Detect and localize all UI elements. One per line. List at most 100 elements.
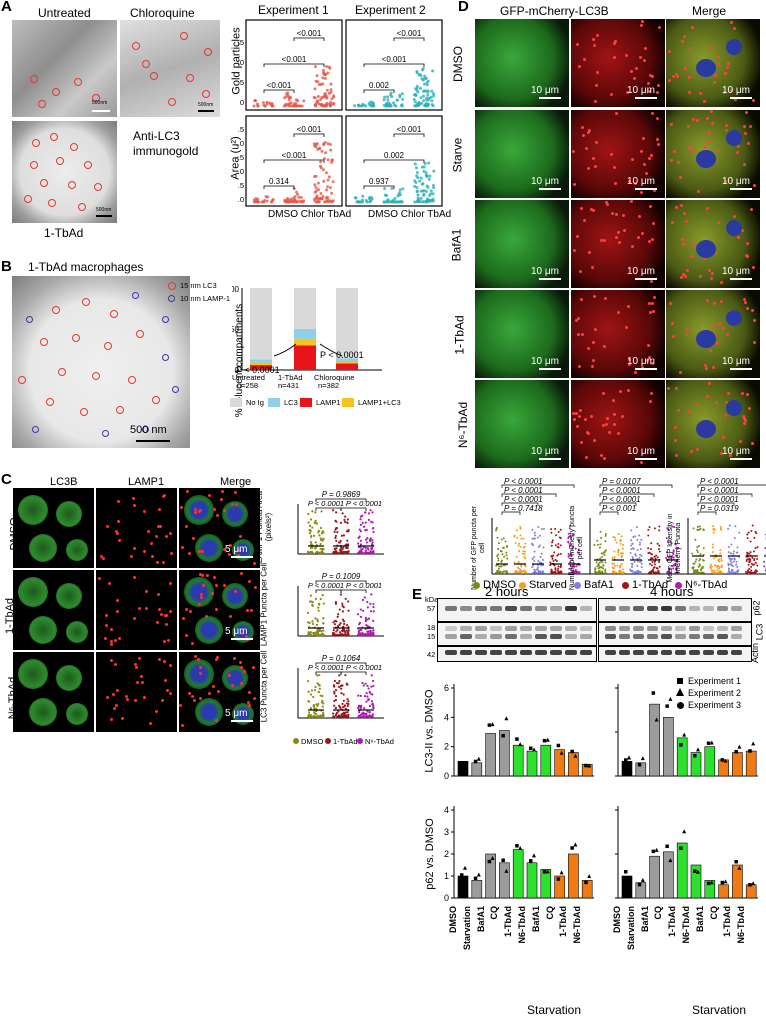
panel-c-letter: C: [1, 471, 12, 488]
bar-segment: [336, 363, 358, 370]
blot-band: [460, 606, 472, 611]
scatter-point: [430, 99, 434, 103]
blot-band: [647, 650, 658, 655]
e-xtick-label: 1-TbAd: [722, 906, 733, 937]
scatter-point: [314, 189, 318, 193]
scatter-point: [322, 179, 326, 183]
scatter-point: [318, 147, 322, 151]
scatter-point: [270, 104, 274, 108]
scatter-point: [401, 97, 405, 101]
blot-band: [535, 606, 547, 611]
svg-text:5: 5: [240, 78, 244, 87]
e-xtick-label: BafA1: [639, 906, 650, 933]
d-confocal-image: 10 μm: [571, 290, 665, 378]
scatter-point: [398, 188, 402, 192]
e-bar: [457, 761, 469, 777]
d-confocal-image: 10 μm: [475, 200, 569, 288]
scatter-point: [419, 196, 423, 200]
scatter-point: [423, 74, 427, 78]
scatter-point: [314, 200, 318, 204]
blot-band: [675, 606, 686, 611]
blot-band: [647, 634, 658, 639]
scatter-point: [266, 195, 270, 199]
blot-band: [475, 606, 487, 611]
blot-band: [619, 650, 630, 655]
scatter-point: [400, 103, 404, 107]
scatter-point: [329, 88, 333, 92]
scatter-point: [398, 193, 402, 197]
scatter-point: [431, 192, 435, 196]
scatter-point: [324, 151, 328, 155]
scatter-point: [356, 200, 360, 204]
scatter-point: [323, 92, 327, 96]
d-plot-ylabel: Mean GFP Intensity in mCherry Puncta: [667, 513, 682, 583]
scatter-point: [263, 104, 267, 108]
c-col-lamp1: LAMP1: [128, 476, 165, 488]
blot-band: [619, 626, 630, 631]
e-mw-42: 42: [427, 650, 436, 659]
em-scalebar-label-3: 500nm: [96, 207, 112, 213]
confocal-image: 5 μm: [179, 570, 260, 650]
scatter-point: [390, 186, 394, 190]
svg-text:1: 1: [444, 871, 449, 881]
e-4h: 4 hours: [650, 584, 694, 599]
scatter-point: [289, 197, 293, 201]
scatter-point: [261, 101, 265, 105]
scatter-point: [325, 64, 329, 68]
e-legend-exp3: Experiment 3: [688, 700, 742, 710]
blot-band: [535, 650, 547, 655]
scatter-point: [261, 200, 265, 204]
b-legend-lc3: 15 nm LC3: [180, 281, 217, 290]
blot-band: [633, 626, 644, 631]
e-label-actin: Actin: [750, 642, 761, 664]
scatter-point: [253, 200, 257, 204]
c-plot-ylabel: LC3 Puncta per Cell: [259, 650, 269, 723]
svg-text:P < 0.0001: P < 0.0001: [504, 495, 543, 504]
svg-text:15: 15: [238, 38, 244, 47]
e-xtick-label: CQ: [653, 906, 664, 920]
blot-band: [661, 650, 672, 655]
scatter-point: [314, 185, 318, 189]
e-mw-15: 15: [427, 632, 436, 641]
d-legend-tbad: 1-TbAd: [632, 579, 669, 591]
scatter-point: [400, 200, 404, 204]
e-ylabel-lc3: LC3-II vs. DMSO: [423, 689, 436, 773]
scatter-point: [332, 94, 336, 98]
scatter-point: [431, 199, 435, 203]
scatter-point: [415, 171, 419, 175]
blot-band: [445, 626, 457, 631]
blot-band: [475, 650, 487, 655]
pvalue-label: 0.314: [269, 177, 290, 186]
svg-text:P < 0.0001: P < 0.0001: [346, 663, 382, 672]
blot-band: [460, 626, 472, 631]
e-bar: [471, 762, 483, 777]
svg-text:P = 0.0107: P = 0.0107: [602, 478, 641, 486]
d-confocal-image: 10 μm: [475, 110, 569, 198]
d-confocal-image: 10 μm: [475, 19, 569, 107]
blot-band: [605, 650, 616, 655]
scatter-point: [318, 164, 322, 168]
d-row-label: BafA1: [449, 228, 464, 262]
scatter-point: [398, 93, 402, 97]
scatter-point: [421, 68, 425, 72]
b-legend-lc3-bar: LC3: [284, 398, 298, 407]
scatter-point: [401, 187, 405, 191]
scatter-point: [393, 196, 397, 200]
confocal-image: [96, 652, 177, 732]
e-bar: [621, 761, 633, 777]
bar-segment: [250, 362, 272, 366]
e-bar: [526, 750, 538, 777]
blot-band: [565, 634, 577, 639]
blot-band: [460, 634, 472, 639]
scatter-point: [386, 200, 390, 204]
blot-band: [675, 650, 686, 655]
svg-text:P < 0.0001: P < 0.0001: [602, 486, 641, 495]
scatter-point: [321, 68, 325, 72]
scatter-point: [415, 71, 419, 75]
blot-band: [633, 634, 644, 639]
scatter-point: [422, 94, 426, 98]
bar-segment: [336, 358, 358, 361]
blot-band: [490, 634, 502, 639]
e-bar: [554, 875, 565, 899]
